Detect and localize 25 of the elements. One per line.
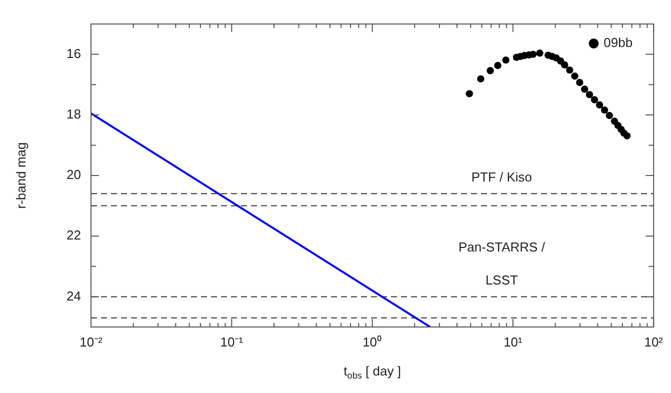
ref-line-label: PTF / Kiso: [471, 170, 532, 185]
y-axis-title: r-band mag: [13, 142, 28, 209]
text: Pan-STARRS / LSST: [458, 240, 545, 288]
y-tick-label: 22: [66, 228, 81, 243]
y-tick-label: 18: [66, 106, 81, 122]
y-tick-label: 16: [66, 46, 81, 61]
point: [586, 91, 594, 98]
x-tick-label: 10⁻²: [80, 334, 104, 350]
y-tick-label: 24: [66, 288, 81, 304]
point: [596, 101, 604, 108]
point: [576, 78, 584, 86]
point: [600, 106, 608, 114]
point: [590, 96, 598, 104]
point: [536, 49, 544, 57]
x-tick-label: 10²: [644, 334, 664, 350]
x-tick-label: 10⁻¹: [220, 334, 244, 350]
point: [571, 72, 578, 80]
point: [580, 86, 588, 93]
x-tick-label: 10¹: [504, 334, 524, 350]
legend-label: 09bb: [604, 35, 633, 50]
point: [606, 112, 614, 120]
point: [566, 66, 574, 74]
y-tick-label: 20: [66, 167, 81, 182]
point: [561, 61, 568, 69]
x-tick-label: 10⁰: [362, 334, 382, 350]
